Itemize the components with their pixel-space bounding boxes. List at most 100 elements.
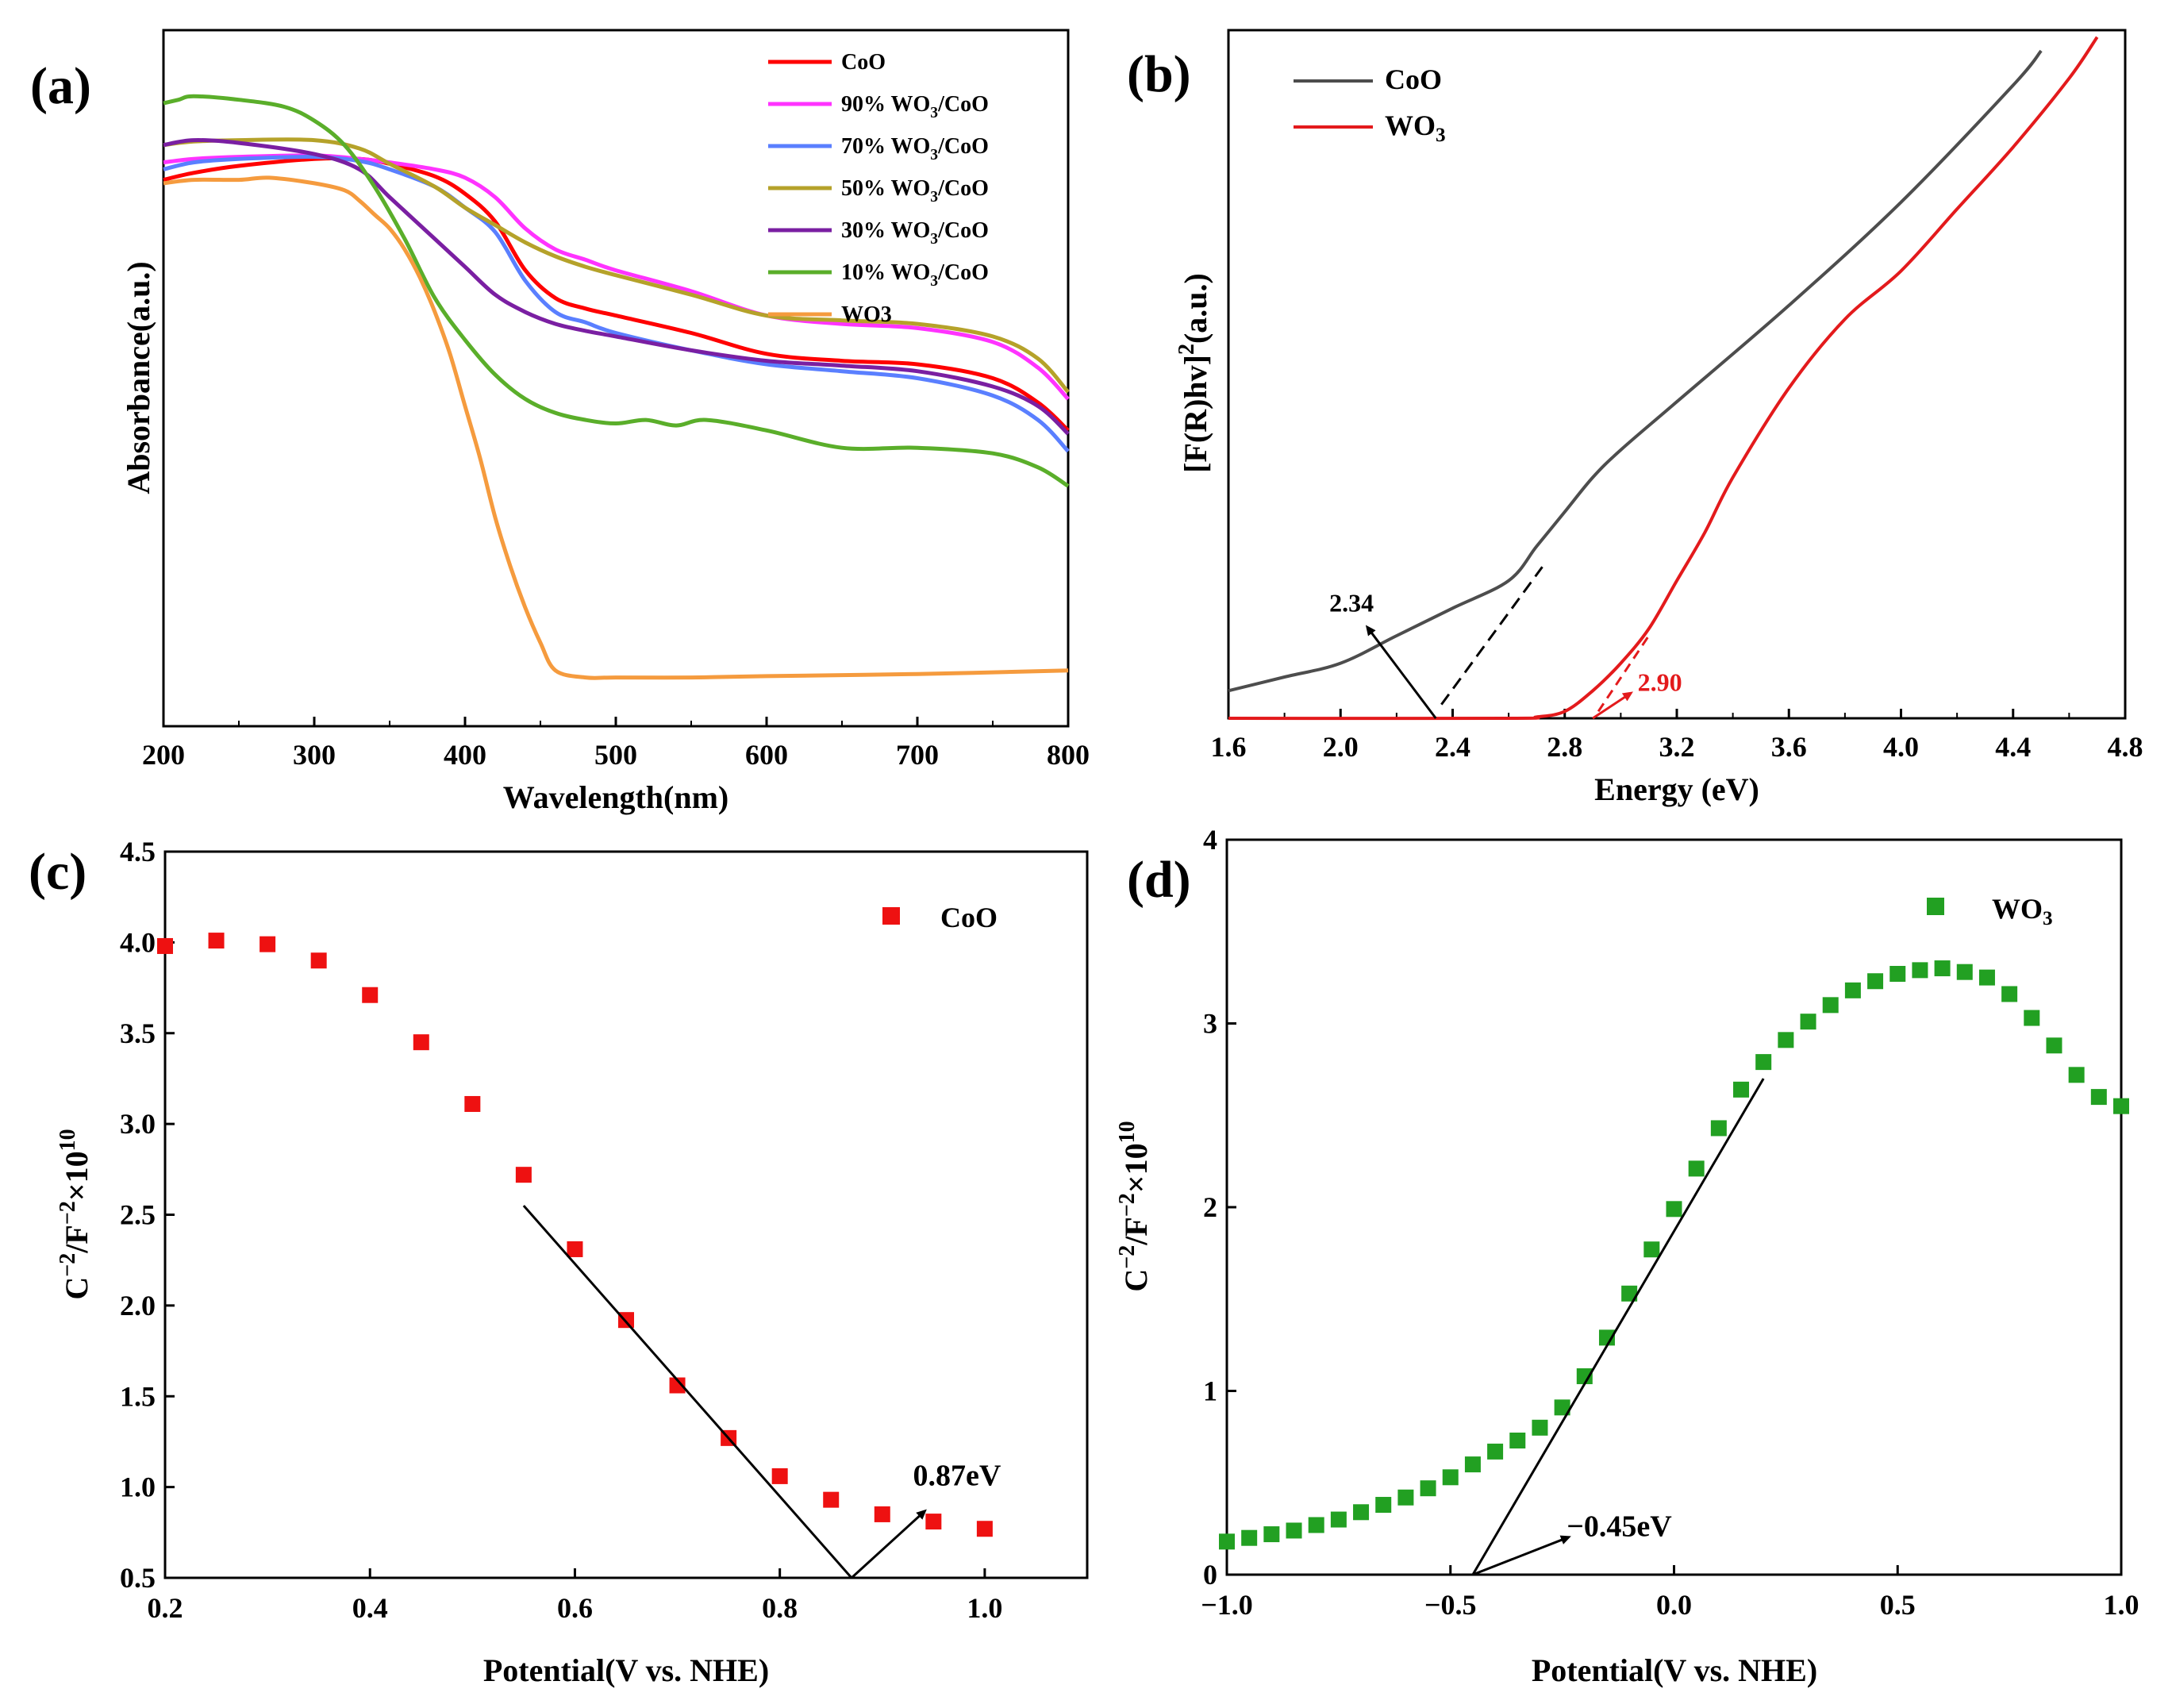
legend-marker: [1927, 898, 1944, 915]
ylabel-sup: −2: [1115, 1245, 1140, 1269]
series-line: [163, 94, 1070, 488]
data-point: [1532, 1419, 1548, 1436]
data-point: [1420, 1480, 1436, 1497]
legend-marker: [882, 907, 900, 925]
series-line: [1228, 36, 2099, 721]
panel-c-annotation: 0.87eV: [522, 1205, 1001, 1579]
y-tick-label: 2: [1203, 1191, 1217, 1223]
y-tick-label: 1: [1203, 1375, 1217, 1407]
panel-c-ylabel: C−2/F−2×1010: [56, 1129, 94, 1299]
panel-c-ticks: 0.2 0.4 0.6 0.8 1.0 0.5 1.0 1.5 2.0 2.5 3.0 3.5 4.0 4…: [120, 836, 1002, 1624]
data-point: [259, 936, 276, 952]
legend-text: 70% WO3/CoO: [841, 134, 989, 163]
legend-text: CoO: [1385, 63, 1442, 95]
panel-c: (c) 0.2 0.4 0.6 0.8 1.0 0.5 1.0 1.5 2.0 2.5 3.0 3.5…: [29, 836, 1089, 1688]
panel-c-xlabel: Potential(V vs. NHE): [483, 1652, 769, 1688]
panel-a-series: [163, 94, 1070, 680]
panel-b-ylabel-main: [F(R)hv]: [1178, 355, 1213, 473]
ylabel-sup: 10: [56, 1129, 80, 1151]
data-point: [2001, 986, 2018, 1002]
panel-a-x-ticks: 200 300 400 500 600 700 800: [142, 717, 1090, 771]
panel-a-ylabel: Absorbance(a.u.): [121, 261, 156, 494]
data-point: [1487, 1443, 1504, 1460]
series-line: [163, 175, 1069, 680]
panel-c-label: (c): [29, 843, 86, 901]
x-tick-label: 2.8: [1547, 731, 1582, 763]
intercept-arrow: [1472, 1535, 1571, 1576]
panel-a: (a) 200 300 400 500 600 700 800 Wavelength(nm)…: [30, 29, 1090, 815]
data-point: [1509, 1433, 1526, 1449]
x-tick-label: 300: [293, 739, 336, 771]
legend-text: WO3: [841, 302, 892, 327]
x-tick-label: −0.5: [1424, 1589, 1477, 1621]
panel-d-label: (d): [1127, 851, 1191, 909]
panel-d-legend: WO3: [1927, 893, 2053, 929]
x-tick-label: 0.6: [557, 1592, 593, 1624]
data-point: [208, 933, 225, 949]
legend-text: 30% WO3/CoO: [841, 218, 989, 248]
data-point: [1912, 962, 1928, 979]
data-point: [413, 1034, 429, 1051]
data-point: [1867, 973, 1884, 990]
x-tick-label: 4.8: [2108, 731, 2143, 763]
y-tick-label: 1.0: [120, 1471, 156, 1503]
x-tick-label: 2.4: [1435, 731, 1470, 763]
data-point: [1308, 1517, 1324, 1533]
y-tick-label: 4.5: [120, 836, 156, 867]
fit-line: [1471, 1078, 1765, 1575]
panel-b-ylabel: [F(R)hv]2(a.u.): [1174, 273, 1213, 473]
ylabel-sup: 10: [1115, 1121, 1140, 1143]
panel-d: (d) −1.0 −0.5 0.0 0.5 1.0 0 1 2 3 4 Potential(V v…: [1115, 824, 2139, 1688]
data-point: [1598, 1329, 1615, 1346]
legend-text: WO3: [1385, 110, 1446, 146]
panel-a-xlabel: Wavelength(nm): [503, 779, 728, 815]
x-tick-label: 3.2: [1659, 731, 1695, 763]
x-tick-label: 0.0: [1656, 1589, 1692, 1621]
wo3-bandgap-label: 2.90: [1638, 667, 1682, 696]
data-point: [2046, 1037, 2062, 1054]
data-point: [2024, 1010, 2040, 1026]
y-tick-label: 2.5: [120, 1199, 156, 1231]
intercept-label: 0.87eV: [913, 1459, 1001, 1492]
data-point: [1889, 965, 1906, 982]
x-tick-label: 1.0: [967, 1592, 1002, 1624]
data-point: [1710, 1120, 1727, 1137]
data-point: [1643, 1241, 1660, 1258]
legend-text: CoO: [841, 50, 886, 75]
data-point: [157, 937, 173, 954]
panel-a-frame: [162, 29, 1070, 728]
x-tick-label: 0.2: [148, 1592, 183, 1624]
panel-d-series: [1219, 960, 2129, 1550]
ylabel-sup: −2: [56, 1253, 80, 1277]
ylabel-sup: −2: [56, 1201, 80, 1225]
y-tick-label: 4: [1203, 824, 1217, 856]
series-line: [163, 137, 1070, 436]
series-line: [1228, 49, 2043, 693]
intercept-label: −0.45eV: [1567, 1510, 1672, 1543]
x-tick-label: 4.4: [1995, 731, 2031, 763]
data-point: [1286, 1522, 1302, 1539]
y-tick-label: 0: [1203, 1559, 1217, 1591]
ylabel-part: ×10: [1118, 1143, 1154, 1193]
x-tick-label: 700: [896, 739, 939, 771]
y-tick-label: 3: [1203, 1008, 1217, 1040]
x-tick-label: 0.4: [352, 1592, 388, 1624]
x-tick-label: 1.6: [1211, 731, 1247, 763]
y-tick-label: 4.0: [120, 926, 156, 958]
data-point: [1621, 1285, 1638, 1302]
x-tick-label: 600: [745, 739, 788, 771]
coo-arrow: [1365, 625, 1437, 719]
data-point: [1822, 997, 1839, 1014]
data-point: [1330, 1511, 1347, 1528]
data-point: [310, 952, 327, 969]
data-point: [1688, 1160, 1705, 1177]
x-tick-label: 400: [444, 739, 486, 771]
data-point: [1353, 1504, 1370, 1521]
data-point: [1778, 1032, 1794, 1048]
ylabel-sup: −2: [1115, 1193, 1140, 1217]
x-tick-label: 0.8: [762, 1592, 798, 1624]
y-tick-label: 1.5: [120, 1380, 156, 1412]
x-tick-label: −1.0: [1201, 1589, 1253, 1621]
panel-b: (b) 1.6 2.0 2.4 2.8 3.2 3.6 4.0 4.4 4.8 Energy (…: [1127, 29, 2143, 807]
